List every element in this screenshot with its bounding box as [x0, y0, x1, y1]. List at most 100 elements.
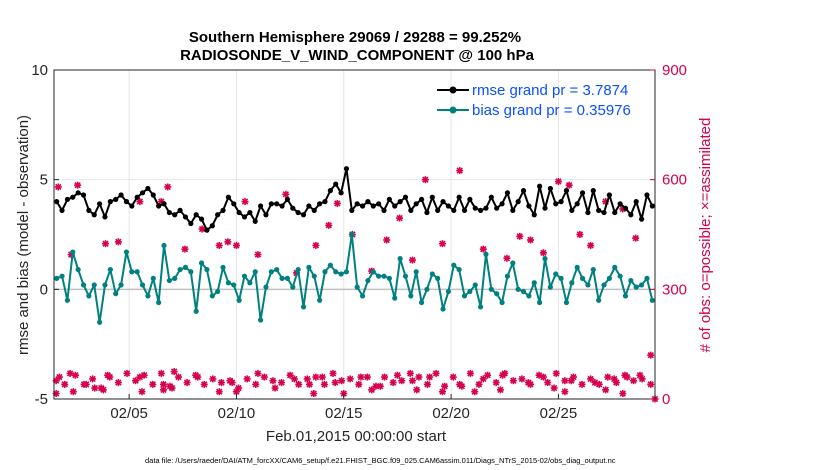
obs-count-marker-low: [123, 369, 131, 377]
series-bias-point: [252, 269, 258, 275]
series-rmse-point: [612, 209, 618, 216]
obs-count-marker-low: [329, 369, 337, 377]
series-bias-point: [284, 275, 291, 281]
series-rmse-point: [376, 201, 382, 207]
series-bias-point: [510, 260, 516, 266]
obs-count-marker-low: [194, 373, 202, 381]
series-rmse-point: [317, 201, 323, 207]
series-rmse-point: [478, 207, 484, 213]
obs-count-marker-low: [338, 377, 346, 385]
series-bias-point: [225, 280, 231, 286]
series-bias-point: [542, 256, 548, 262]
series-bias-line: [56, 233, 654, 324]
chart-title-line1: Southern Hemisphere 29069 / 29288 = 99.2…: [189, 29, 521, 46]
obs-count-marker-low: [271, 384, 279, 392]
obs-count-marker-low: [389, 379, 397, 387]
y-axis-left-ticks: -5 0 5 10: [31, 62, 59, 408]
series-rmse-point: [91, 212, 97, 218]
series-bias-point: [215, 288, 221, 295]
series-rmse-point: [54, 199, 60, 205]
series-bias-point: [472, 282, 478, 288]
series-bias-point: [574, 264, 580, 270]
obs-count-marker-low: [310, 390, 318, 398]
series-rmse-point: [102, 214, 108, 220]
series-bias-point: [494, 291, 500, 297]
series-rmse-point: [300, 212, 307, 218]
obs-count-marker-low: [183, 379, 191, 387]
obs-count-marker-high: [198, 225, 206, 233]
y-left-tick-label: 0: [40, 281, 48, 298]
obs-count-marker-low: [381, 373, 389, 381]
series-bias-point: [349, 231, 355, 238]
series-rmse-point: [156, 203, 162, 209]
series-rmse-point: [198, 216, 205, 222]
obs-count-marker-low: [552, 369, 560, 377]
series-rmse-point: [579, 190, 586, 196]
series-bias-point: [54, 275, 60, 281]
series-bias-point: [257, 317, 264, 323]
obs-count-marker-low: [200, 380, 208, 388]
series-bias-point: [118, 282, 124, 288]
y-axis-right-ticks: 0 300 600 900: [650, 62, 687, 408]
obs-count-marker-low: [561, 388, 569, 396]
series-bias-point: [445, 288, 452, 295]
series-rmse-point: [129, 203, 135, 209]
obs-count-marker-low: [591, 379, 599, 387]
series-rmse-point: [182, 214, 189, 220]
series-rmse-point: [257, 203, 264, 209]
series-rmse-point: [510, 207, 516, 213]
obs-count-marker-high: [516, 232, 524, 240]
obs-count-marker-low: [466, 369, 474, 377]
series-bias-point: [295, 266, 301, 273]
series-bias-point: [279, 275, 285, 281]
legend-rmse-label: rmse grand pr = 3.7874: [472, 82, 628, 99]
series-rmse-point: [435, 207, 441, 213]
obs-count-marker-low: [509, 377, 517, 385]
series-rmse-point: [107, 199, 113, 205]
series-bias-point: [526, 293, 532, 299]
series-bias-point: [569, 280, 575, 286]
obs-count-marker-high: [408, 256, 416, 264]
series-bias-point: [139, 282, 146, 288]
series-bias-point: [198, 260, 205, 266]
series-bias-point: [343, 269, 350, 275]
series-rmse-point: [193, 212, 199, 218]
obs-count-marker-high: [215, 241, 223, 249]
series-bias-point: [461, 293, 468, 299]
series-bias-point: [504, 273, 511, 279]
plot-frame: [53, 69, 656, 400]
series-bias-point: [537, 299, 543, 306]
x-axis-label: Feb.01,2015 00:00:00 start: [266, 428, 447, 445]
obs-count-marker-low: [398, 377, 406, 385]
series-rmse-point: [429, 194, 435, 200]
obs-count-marker-high: [503, 254, 511, 262]
obs-count-marker-high: [587, 241, 595, 249]
series-bias-point: [381, 273, 387, 279]
obs-count-marker-low: [623, 373, 631, 381]
series-rmse-point: [134, 194, 140, 200]
obs-count-marker-low: [499, 371, 507, 379]
series-rmse-point: [606, 192, 612, 198]
series-bias-point: [97, 319, 103, 325]
series-rmse-point: [279, 203, 285, 209]
series-rmse-point: [649, 203, 655, 209]
series-bias-point: [209, 293, 215, 299]
obs-count-marker-high: [241, 198, 249, 206]
obs-count-marker-low: [71, 371, 79, 379]
obs-count-marker-low: [215, 388, 223, 396]
series-rmse-point: [547, 185, 553, 192]
obs-count-marker-high: [647, 351, 655, 359]
obs-count-marker-high: [539, 249, 547, 257]
series-rmse-point: [204, 227, 210, 233]
obs-count-marker-high: [439, 240, 447, 248]
series-rmse-point: [574, 201, 580, 207]
obs-count-marker-low: [170, 368, 178, 376]
series-bias-point: [547, 284, 553, 290]
obs-count-marker-low: [610, 375, 618, 383]
series-rmse-point: [585, 209, 591, 216]
x-tick-label: 02/25: [540, 405, 578, 422]
series-rmse-point: [526, 203, 532, 209]
y-right-tick-label: 600: [662, 172, 687, 189]
series-bias-point: [413, 269, 419, 275]
series-bias-point: [392, 295, 398, 301]
